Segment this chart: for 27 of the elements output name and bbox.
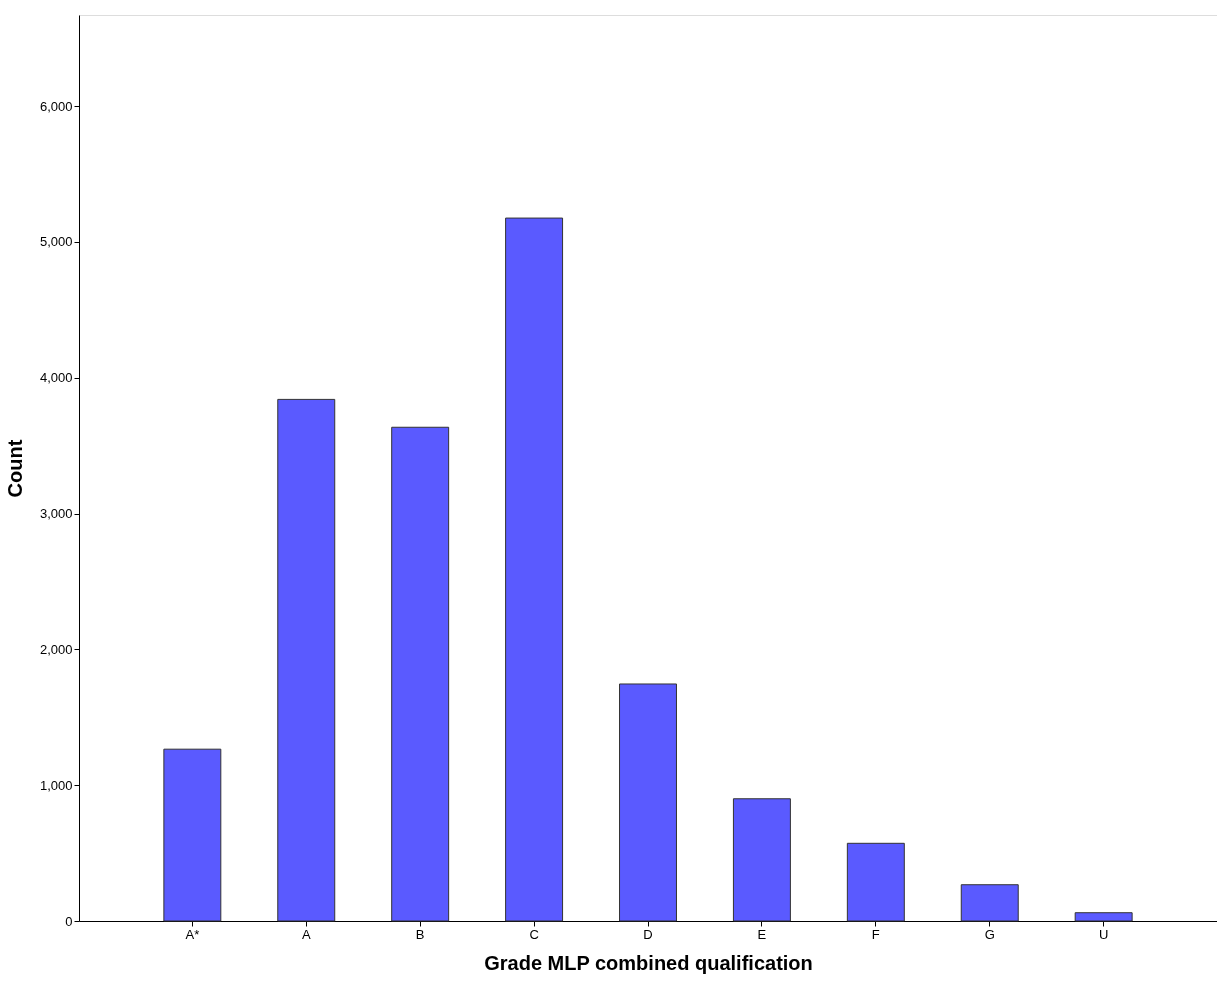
bar — [846, 842, 905, 922]
x-tick-label: A* — [185, 926, 200, 942]
x-tick-label: D — [643, 926, 653, 942]
y-axis-title: Count — [3, 439, 26, 498]
y-tick-label: 4,000 — [39, 370, 73, 386]
bar — [619, 683, 677, 922]
y-tick-label: 2,000 — [39, 641, 73, 657]
x-tick-label: B — [415, 926, 425, 942]
x-tick-label: U — [1098, 926, 1109, 942]
bar — [960, 884, 1019, 922]
y-tick-label: 3,000 — [39, 506, 73, 521]
x-tick-label: A — [301, 926, 311, 942]
y-tick-label: 6,000 — [39, 98, 73, 114]
y-tick-label: 1,000 — [39, 777, 73, 793]
bar — [732, 798, 791, 922]
bar — [391, 426, 450, 922]
y-tick-label: 0 — [65, 913, 73, 929]
bar — [163, 748, 222, 922]
bar — [277, 398, 336, 922]
y-tick-label: 5,000 — [39, 234, 73, 250]
x-tick-label: G — [984, 926, 995, 942]
x-tick-label: F — [871, 926, 880, 942]
bar — [505, 217, 564, 922]
bar — [1074, 912, 1133, 922]
x-tick-label: C — [529, 926, 539, 942]
x-tick-label: E — [757, 926, 767, 942]
x-axis-title: Grade MLP combined qualification — [484, 951, 813, 974]
